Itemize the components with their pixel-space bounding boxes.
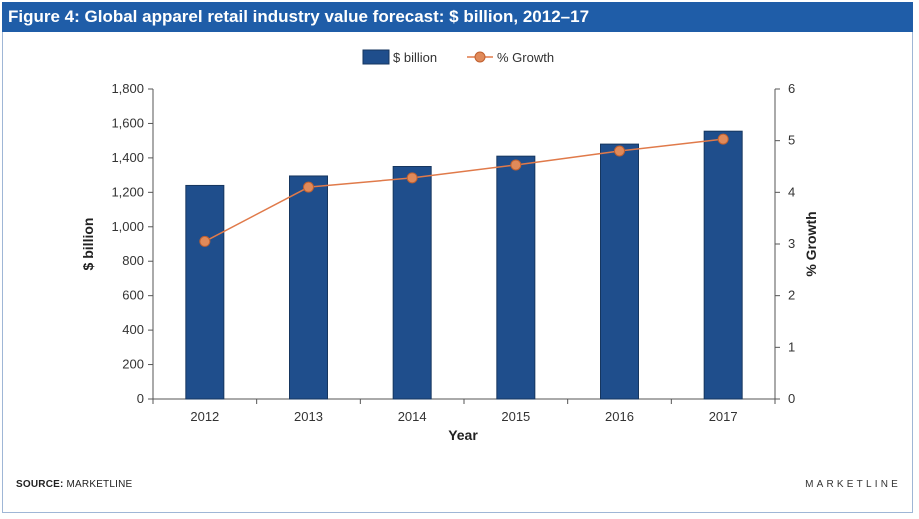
bar <box>185 184 225 400</box>
growth-point <box>303 181 314 193</box>
legend-bar-swatch <box>362 49 390 65</box>
legend: $ billion % Growth <box>362 49 554 65</box>
bar <box>496 155 536 400</box>
y2-tick-label: 2 <box>788 288 795 303</box>
legend-line-marker <box>474 51 486 63</box>
bar <box>392 166 432 400</box>
y-tick-label: 1,800 <box>111 81 144 96</box>
growth-point <box>614 145 625 157</box>
y2-tick-label: 3 <box>788 236 795 251</box>
y-tick-label: 800 <box>122 253 144 268</box>
x-tick-label: 2017 <box>709 409 738 424</box>
x-tick-label: 2014 <box>398 409 427 424</box>
y-tick-label: 600 <box>122 288 144 303</box>
y2-tick-label: 1 <box>788 339 795 354</box>
source-note: SOURCE: MARKETLINE <box>16 479 132 490</box>
y-tick-label: 1,200 <box>111 184 144 199</box>
growth-point <box>717 133 729 145</box>
bar <box>703 130 743 400</box>
y-tick-label: 1,000 <box>111 219 144 234</box>
y2-tick-label: 4 <box>788 184 795 199</box>
x-axis-title: Year <box>448 427 478 443</box>
figure-frame <box>2 2 913 513</box>
brand-logo: MARKETLINE <box>805 479 901 490</box>
y-tick-label: 1,600 <box>111 115 144 130</box>
y-tick-label: 1,400 <box>111 150 144 165</box>
source-label: SOURCE: <box>16 479 64 490</box>
y-axis-title: $ billion <box>80 218 96 271</box>
axis-labels: Year $ billion % Growth <box>80 211 819 443</box>
x-tick-label: 2012 <box>190 409 219 424</box>
line-series <box>199 133 729 247</box>
bar <box>600 143 639 400</box>
x-tick-label: 2015 <box>501 409 530 424</box>
growth-point <box>199 235 211 247</box>
y2-tick-label: 5 <box>788 133 795 148</box>
x-tick-label: 2016 <box>605 409 634 424</box>
bar <box>289 175 328 400</box>
y2-axis-title: % Growth <box>803 211 819 276</box>
x-tick-label: 2013 <box>294 409 323 424</box>
y2-tick-label: 6 <box>788 81 795 96</box>
source-value: MARKETLINE <box>66 479 133 490</box>
y-tick-label: 400 <box>122 322 144 337</box>
bar-series <box>185 130 743 400</box>
growth-line <box>204 138 724 243</box>
y-tick-label: 200 <box>122 357 144 372</box>
growth-point <box>406 172 418 184</box>
y2-tick-label: 0 <box>788 391 795 406</box>
axes: 0 200 400 600 800 1,000 1,200 1,400 1,600 1,800 0 1… <box>111 81 795 424</box>
legend-line-label: % Growth <box>497 50 554 65</box>
growth-point <box>510 159 522 171</box>
figure-title: Figure 4: Global apparel retail industry… <box>2 2 913 32</box>
legend-bar-label: $ billion <box>393 50 437 65</box>
y-tick-label: 0 <box>137 391 144 406</box>
